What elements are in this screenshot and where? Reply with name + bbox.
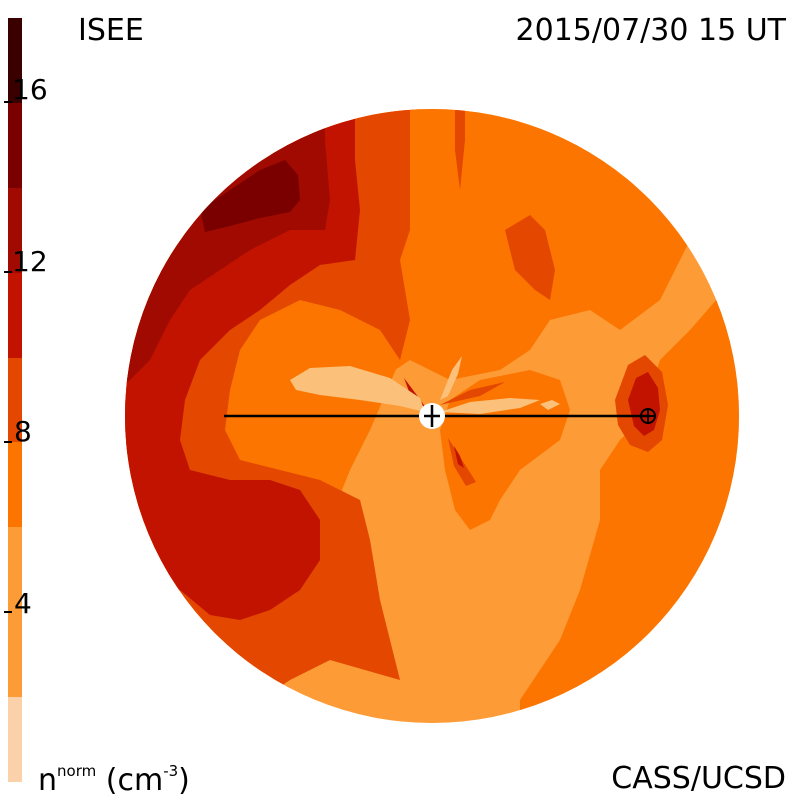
- colorbar-tick-8: [4, 441, 12, 443]
- colorbar: [8, 18, 22, 782]
- timestamp-label: 2015/07/30 15 UT: [515, 13, 786, 48]
- quantity-superscript: norm: [57, 762, 97, 780]
- colorbar-tick-4: [4, 611, 12, 613]
- colorbar-tick-label-4: 4: [14, 587, 32, 620]
- contour-pale-petal-right: [440, 398, 540, 414]
- earth-circle-cross-icon: [640, 408, 656, 424]
- unit-open: (cm: [96, 763, 164, 798]
- contour-level-3-lobe: [505, 215, 555, 300]
- colorbar-tick-label-12: 12: [12, 245, 48, 278]
- credit-label: CASS/UCSD: [611, 761, 786, 796]
- colorbar-segment-2: [8, 442, 22, 528]
- colorbar-segment-7: [8, 18, 22, 103]
- contour-level-4-spot: [628, 372, 660, 436]
- contour-level-6: [200, 160, 300, 232]
- colorbar-unit-label: nnorm (cm-3): [38, 764, 190, 796]
- colorbar-segment-0: [8, 697, 22, 782]
- contour-level-3-stripe: [455, 110, 465, 190]
- observatory-label: ISEE: [78, 13, 144, 48]
- contour-level-3-petal-upper: [440, 382, 505, 405]
- colorbar-tick-16: [4, 101, 12, 103]
- unit-superscript: -3: [163, 762, 179, 780]
- colorbar-segment-6: [8, 102, 22, 188]
- unit-close: ): [178, 763, 190, 798]
- density-contours: [125, 109, 739, 723]
- colorbar-segment-1: [8, 527, 22, 698]
- contour-pale-petal-far: [540, 400, 560, 410]
- contour-pale-petal-left: [290, 366, 425, 412]
- colorbar-segment-5: [8, 187, 22, 273]
- colorbar-tick-12: [4, 271, 12, 273]
- colorbar-tick-label-8: 8: [14, 415, 32, 448]
- contour-level-4-petal-b: [454, 446, 464, 468]
- quantity-symbol: n: [38, 763, 58, 798]
- colorbar-tick-label-16: 16: [12, 73, 48, 106]
- contour-pale-petal-upper: [440, 356, 462, 400]
- sun-plus-icon: [419, 403, 445, 429]
- colorbar-segment-3: [8, 357, 22, 443]
- colorbar-segment-4: [8, 272, 22, 358]
